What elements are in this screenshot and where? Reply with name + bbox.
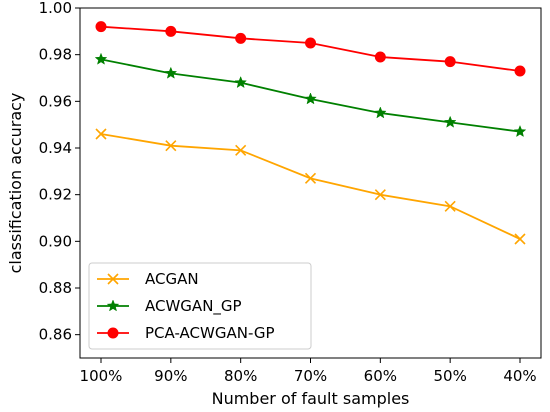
y-tick-label: 0.98 (39, 46, 72, 64)
legend-marker (107, 273, 119, 285)
x-tick-label: 100% (80, 367, 123, 385)
y-tick-label: 0.92 (39, 186, 72, 204)
y-tick-label: 0.96 (39, 92, 72, 110)
x-tick-label: 90% (154, 367, 187, 385)
data-point (304, 92, 317, 105)
data-point (513, 124, 527, 138)
data-point (164, 66, 178, 79)
data-point (443, 115, 457, 128)
legend-item: PCA-ACWGAN-GP (97, 324, 275, 342)
y-tick-label: 0.88 (39, 279, 72, 297)
data-point (305, 37, 316, 49)
data-point (304, 172, 317, 184)
series-acwgan-gp (94, 52, 527, 138)
legend-item: ACGAN (97, 270, 199, 288)
x-tick-label: 80% (224, 367, 257, 385)
data-point (234, 75, 248, 89)
data-point (165, 25, 177, 37)
data-point (94, 52, 108, 65)
legend-box (88, 262, 312, 350)
legend-label: ACGAN (145, 270, 199, 288)
data-point (235, 144, 247, 156)
x-tick-label: 70% (294, 367, 327, 385)
data-point (444, 56, 456, 68)
data-point (374, 51, 386, 63)
data-point (444, 200, 456, 212)
y-axis-label: classification accuracy (6, 93, 25, 274)
legend: ACGAN ACWGAN_GP PCA-ACWGAN-GP (88, 262, 312, 350)
x-tick-label: 60% (364, 367, 397, 385)
y-tick-label: 0.94 (39, 139, 72, 157)
legend-marker (107, 327, 119, 339)
data-point (95, 21, 107, 33)
series-line (100, 133, 521, 240)
legend-label: PCA-ACWGAN-GP (145, 324, 275, 342)
series-group (94, 21, 527, 245)
y-tick-label: 0.86 (39, 326, 72, 344)
data-point (514, 233, 526, 245)
data-point (235, 32, 247, 44)
data-point (95, 128, 107, 140)
y-tick-label: 0.90 (39, 232, 72, 250)
data-point (374, 189, 386, 201)
x-axis-label: Number of fault samples (212, 389, 410, 408)
plot-frame (79, 7, 542, 359)
series-line (100, 25, 521, 72)
data-point (514, 65, 526, 77)
data-point (373, 106, 387, 119)
legend-label: ACWGAN_GP (145, 297, 242, 316)
y-tick-label: 1.00 (39, 0, 72, 17)
series-pca-acwgan-gp (95, 21, 526, 77)
x-tick-label: 50% (433, 367, 466, 385)
data-point (165, 140, 177, 152)
axis-ticks: 0.86 0.88 0.90 0.92 0.94 0.96 0.98 1.00 100% 90% 8… (39, 0, 537, 385)
x-tick-label: 40% (503, 367, 536, 385)
series-acgan (95, 128, 526, 245)
legend-marker (106, 299, 120, 312)
legend-item: ACWGAN_GP (97, 297, 242, 316)
